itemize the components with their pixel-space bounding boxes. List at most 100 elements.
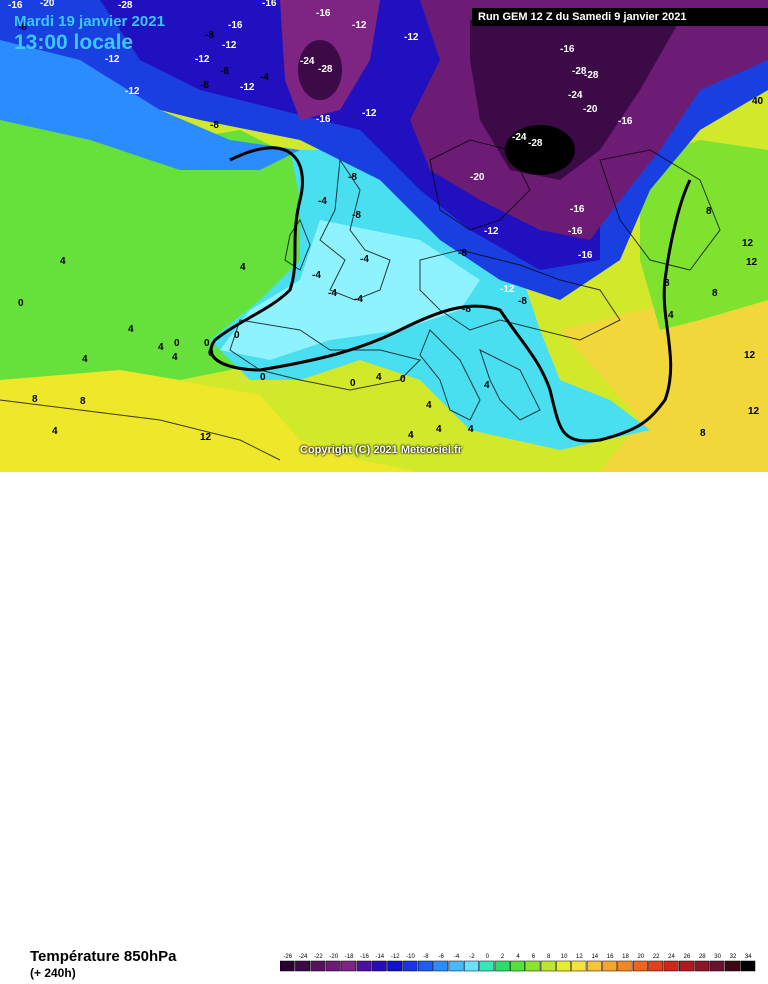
scale-tick-label: 20 [637, 954, 644, 960]
isotherm-label: 12 [746, 257, 758, 268]
isotherm-label: 4 [468, 424, 474, 435]
isotherm-label: 8 [32, 394, 38, 405]
scale-tick-label: -16 [360, 954, 369, 960]
light-cyan-zone [220, 220, 480, 360]
isotherm-label: -28 [584, 70, 599, 81]
scale-tick-label: 12 [576, 954, 583, 960]
lead-time: (+ 240h) [30, 966, 76, 980]
isotherm-label: 0 [204, 338, 210, 349]
isotherm-label: -24 [300, 56, 315, 67]
isotherm-label: 4 [436, 424, 442, 435]
scale-tick-label: -18 [345, 954, 354, 960]
isotherm-label: -8 [200, 80, 209, 91]
scale-swatch [678, 960, 694, 972]
scale-tick-label: 2 [501, 954, 505, 960]
isotherm-label: -16 [570, 204, 585, 215]
scale-tick-label: -2 [469, 954, 475, 960]
warm-zone-southeast [560, 280, 768, 472]
scale-swatch [356, 960, 372, 972]
isotherm-label: -12 [484, 226, 499, 237]
isotherm-label: 12 [742, 238, 754, 249]
scale-tick-label: -24 [299, 954, 308, 960]
isotherm-label: 4 [128, 324, 134, 335]
isotherm-label: 0 [208, 348, 214, 359]
isotherm-label: 8 [712, 288, 718, 299]
scale-swatch [663, 960, 679, 972]
scale-tick-label: -12 [391, 954, 400, 960]
scale-swatch [417, 960, 433, 972]
scale-tick-label: 30 [714, 954, 721, 960]
scale-tick-label: 32 [730, 954, 737, 960]
isotherm-label: 4 [158, 342, 164, 353]
scale-tick-label: 18 [622, 954, 629, 960]
scale-tick-label: -26 [283, 954, 292, 960]
scale-swatch [433, 960, 449, 972]
warm-zone-south [0, 370, 420, 472]
scale-tick-label: -10 [406, 954, 415, 960]
scale-swatch [371, 960, 387, 972]
isotherm-label: -8 [348, 172, 357, 183]
coastlines [0, 139, 721, 461]
isotherm-label: -4 [354, 294, 363, 305]
scale-swatch [725, 960, 740, 972]
isotherm-label: -12 [404, 32, 419, 43]
scale-swatch [325, 960, 341, 972]
zero-isotherm [209, 146, 692, 443]
light-blue-zone [0, 40, 300, 170]
isotherm-label: 4 [240, 262, 246, 273]
isotherm-label: 12 [748, 406, 760, 417]
scale-swatch [694, 960, 710, 972]
isotherm-label: 4 [52, 426, 58, 437]
scale-tick-label: 28 [699, 954, 706, 960]
scale-tick-label: -14 [375, 954, 384, 960]
isotherm-label: -12 [105, 54, 120, 65]
scale-tick-label: 10 [561, 954, 568, 960]
scale-swatch [280, 960, 295, 972]
isotherm-label: -8 [18, 22, 27, 33]
isotherm-label: -12 [500, 284, 515, 295]
isotherm-label: -16 [8, 0, 23, 11]
scale-swatch [448, 960, 464, 972]
scale-tick-label: -8 [423, 954, 429, 960]
scale-swatch [341, 960, 357, 972]
isotherm-label: -12 [352, 20, 367, 31]
scale-swatch [740, 960, 756, 972]
isotherm-label: 4 [376, 372, 382, 383]
scale-tick-label: 26 [684, 954, 691, 960]
isotherm-label: -8 [210, 120, 219, 131]
isotherm-label: 8 [700, 428, 706, 439]
scale-swatch [494, 960, 510, 972]
isotherm-label: 0 [400, 374, 406, 385]
isotherm-label: -16 [262, 0, 277, 9]
scale-tick-label: -22 [314, 954, 323, 960]
isotherm-label: -4 [260, 72, 269, 83]
isotherm-label: 4 [408, 430, 414, 441]
scale-swatch [464, 960, 479, 972]
isotherm-label: 8 [706, 206, 712, 217]
isotherm-label: 12 [744, 350, 756, 361]
isotherm-label: 40 [752, 96, 764, 107]
isotherm-label: -8 [352, 210, 361, 221]
isotherm-label: -16 [316, 114, 331, 125]
isotherm-label: -28 [572, 66, 587, 77]
isotherm-label: -16 [316, 8, 331, 19]
isotherm-label: 0 [234, 330, 240, 341]
scale-tick-label: -4 [454, 954, 460, 960]
scale-swatch [617, 960, 633, 972]
isotherm-label: -12 [125, 86, 140, 97]
isotherm-label: -8 [220, 66, 229, 77]
isotherm-label: 0 [174, 338, 180, 349]
isotherm-label: -12 [222, 40, 237, 51]
isotherm-label: 0 [350, 378, 356, 389]
copyright-notice: Copyright (C) 2021 Meteociel.fr [300, 444, 462, 456]
scale-swatch [479, 960, 495, 972]
isotherm-label: 4 [668, 310, 674, 321]
isotherm-label: -8 [518, 296, 527, 307]
isotherm-label: 4 [426, 400, 432, 411]
model-run-banner: Run GEM 12 Z du Samedi 9 janvier 2021 [472, 8, 768, 26]
cold-core-north [298, 40, 342, 100]
isotherm-label: -24 [512, 132, 527, 143]
temperature-map: -16 -20 -28 -16-16-12-8-12-16-8-12-12-12-8-… [0, 0, 768, 472]
scale-swatch [402, 960, 418, 972]
